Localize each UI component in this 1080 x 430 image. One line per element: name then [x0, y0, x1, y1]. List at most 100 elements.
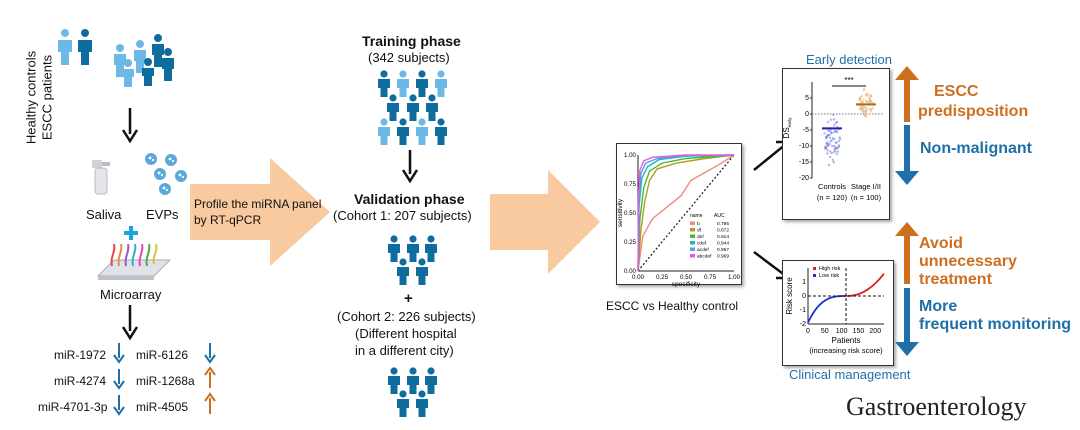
person-icon [388, 367, 400, 394]
early-dot [864, 93, 868, 96]
roc-series-line [637, 154, 734, 272]
person-icon [388, 235, 400, 262]
early-y-tick-label: -20 [799, 175, 809, 182]
roc-frame [616, 143, 742, 285]
roc-x-tick-label: 0.00 [632, 274, 645, 281]
person-icon [416, 390, 428, 417]
early-dot [834, 129, 837, 132]
more-monitoring-label: frequent monitoring [919, 316, 1071, 333]
early-dot [838, 136, 841, 139]
person-icon [407, 367, 419, 394]
risk-x-tick-label: 0 [806, 328, 810, 335]
healthy-controls-label: Healthy controls [23, 50, 39, 145]
person-icon [435, 70, 447, 97]
cohort1-label: (Cohort 1: 207 subjects) [333, 208, 472, 223]
person-icon [416, 70, 428, 97]
early-dot [824, 135, 828, 139]
early-y-tick-label: 0 [805, 111, 809, 118]
roc-x-tick-label: 0.50 [680, 274, 693, 281]
evps-icon [145, 153, 187, 195]
cohort2-label: (Different hospital [355, 326, 457, 341]
early-dot [828, 136, 832, 139]
early-dot [827, 129, 830, 133]
saliva-tube-icon [92, 160, 110, 195]
risk-y-tick-label: -2 [800, 321, 806, 328]
risk-y-tick-label: 1 [802, 279, 806, 286]
early-dot [826, 152, 829, 155]
down-arrow-icon [121, 108, 139, 144]
early-dot [866, 108, 869, 111]
risk-x-tick-label: 150 [853, 328, 865, 335]
early-dot [829, 140, 832, 143]
roc-y-tick-label: 1.00 [624, 152, 637, 159]
mirna-label: miR-1972 [54, 348, 107, 362]
early-detection-frame [782, 68, 890, 220]
early-dot [830, 151, 834, 155]
early-dot [832, 161, 835, 164]
early-dot [830, 144, 834, 148]
healthy-controls-icon [58, 29, 92, 65]
early-dot [829, 129, 832, 133]
early-dot [859, 97, 862, 101]
early-dot [834, 146, 837, 149]
early-dot [826, 120, 830, 124]
down-arrow-blue-icon [895, 288, 919, 356]
person-icon [435, 118, 447, 145]
roc-series-line [637, 154, 735, 272]
risk-y-tick-label: -1 [800, 307, 806, 314]
early-dot [863, 114, 866, 118]
early-dot [838, 138, 842, 141]
roc-legend-name: abcdef [697, 254, 712, 260]
up-arrow-orange-icon [895, 222, 919, 284]
early-dot [860, 94, 864, 98]
early-y-label: DSearly [782, 117, 792, 139]
early-group-n: (n = 100) [851, 193, 882, 202]
person-icon [425, 367, 437, 394]
avoid-treatment-label: Avoid [919, 235, 963, 252]
person-icon [416, 118, 428, 145]
plus-sign: + [404, 290, 413, 307]
mirna-label: miR-4505 [136, 400, 189, 414]
arrow1-text: by RT-qPCR [194, 213, 262, 227]
roc-legend-auc: 0.914 [717, 234, 729, 240]
mirna-label: miR-4701-3p [38, 400, 108, 414]
early-dot [826, 141, 829, 144]
early-y-tick-label: -15 [799, 159, 809, 166]
early-dot [834, 141, 837, 144]
roc-legend-auc: 0.944 [717, 241, 729, 247]
cohort2-group-icon [388, 367, 437, 417]
roc-y-label: sensitivity [617, 198, 624, 227]
early-detection-chart: 5 0 -5 -10 -15 -20 DSearly *** Controls (n = 120)… [782, 76, 884, 202]
microarray-label: Microarray [100, 287, 162, 302]
down-arrow-blue-icon [113, 369, 125, 390]
clinical-management-caption: Clinical management [789, 367, 911, 382]
more-monitoring-label: More [919, 298, 958, 315]
early-dot [860, 105, 863, 109]
early-dot [824, 147, 827, 150]
down-arrow-blue-icon [113, 395, 125, 416]
down-arrow-blue-icon [895, 125, 919, 185]
early-dot [862, 98, 865, 101]
early-dot [837, 140, 840, 143]
early-dot [827, 164, 831, 167]
early-dot [864, 112, 868, 115]
early-y-label-sub: early [787, 117, 792, 128]
early-dot [833, 137, 836, 141]
early-dot [861, 111, 864, 114]
mirna-label: miR-1268a [136, 374, 195, 388]
early-dot [835, 120, 839, 124]
early-dot [831, 158, 835, 162]
cohort2-label: in a different city) [355, 343, 454, 358]
early-y-tick-label: 5 [805, 95, 809, 102]
person-icon [407, 235, 419, 262]
roc-y-tick-label: 0.50 [624, 210, 637, 217]
down-arrow-blue-icon [113, 343, 125, 364]
risk-legend-swatch [813, 267, 816, 270]
roc-x-tick-label: 0.75 [704, 274, 717, 281]
early-y-tick-label: -10 [799, 143, 809, 150]
escc-predisposition-label: predisposition [918, 103, 1029, 120]
early-dot-group [857, 87, 875, 118]
early-dot [860, 109, 864, 112]
early-dot [828, 134, 831, 137]
